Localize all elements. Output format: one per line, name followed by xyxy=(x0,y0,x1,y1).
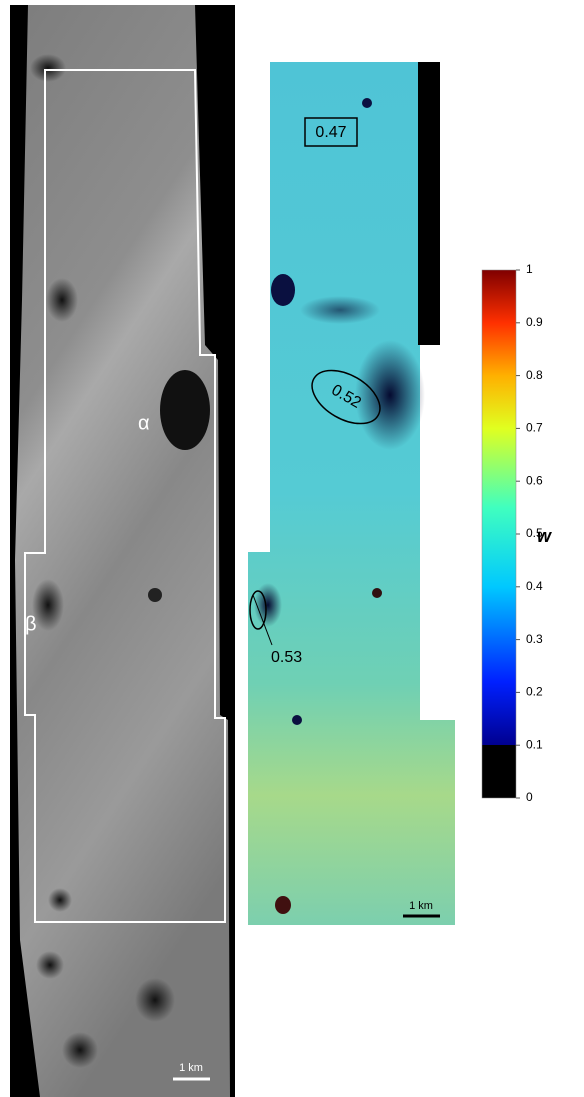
scale-bar-label: 1 km xyxy=(179,1062,203,1074)
colorbar-tick-label: 0.4 xyxy=(526,579,543,593)
colorbar-tick-label: 0.7 xyxy=(526,421,543,435)
roi-value: 0.53 xyxy=(271,649,302,666)
colorbar-tick-label: 0.2 xyxy=(526,685,543,699)
colorbar-tick-label: 1 xyxy=(526,262,533,276)
roi-value: 0.47 xyxy=(315,124,346,141)
colorbar xyxy=(482,270,516,798)
colorbar-tick-label: 0.9 xyxy=(526,315,543,329)
colorbar-tick-label: 0.5 xyxy=(526,526,543,540)
figure: α β 1 km 0.47 0.52 0.53 1 km w 00.10.20.… xyxy=(0,0,584,1097)
colorbar-tick-label: 0.3 xyxy=(526,632,543,646)
map-edge xyxy=(418,62,440,345)
colorbar-ramp xyxy=(482,270,516,798)
colorbar-tick-label: 0 xyxy=(526,790,533,804)
region-label: β xyxy=(25,613,37,635)
colorbar-tick-label: 0.1 xyxy=(526,737,543,751)
colorbar-tick-label: 0.6 xyxy=(526,473,543,487)
scale-bar-label: 1 km xyxy=(409,900,433,912)
region-label: α xyxy=(138,412,150,434)
colorbar-tick-label: 0.8 xyxy=(526,368,543,382)
